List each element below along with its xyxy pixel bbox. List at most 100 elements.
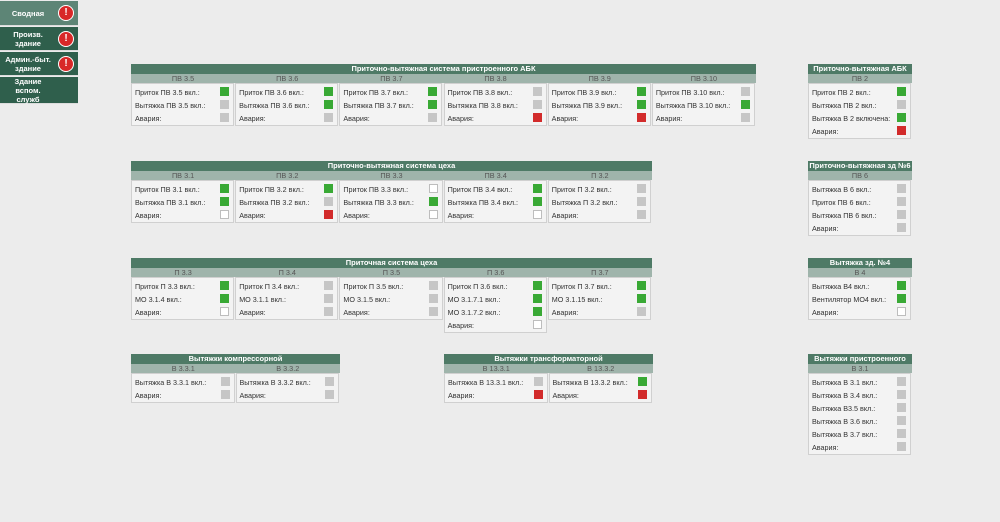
status-label: Авария: [135, 211, 162, 220]
unit-name: В 13.3.2 [587, 364, 615, 373]
status-label: Приток П 3.2 вкл.: [551, 185, 612, 194]
status-indicator-white [532, 210, 542, 219]
status-row: Приток ПВ 3.4 вкл.: [445, 183, 546, 196]
status-row: Авария: [340, 112, 441, 125]
unit-panel: Вытяжка В4 вкл.: Вентилятор МО4 вкл.: Авар… [808, 277, 911, 320]
status-label: МО 3.1.7.2 вкл.: [447, 308, 501, 317]
unit-panel: Приток П 3.5 вкл.: МО 3.1.5 вкл.: Авария: [339, 277, 443, 320]
status-row: Приток ПВ 3.10 вкл.: [653, 86, 754, 99]
status-indicator-green [897, 113, 906, 122]
status-label: Вытяжка ПВ 3.1 вкл.: [135, 198, 206, 207]
status-indicator-green [428, 100, 438, 109]
status-indicator-gray [532, 87, 542, 96]
status-indicator-gray [636, 210, 646, 219]
unit-name: ПВ 3.5 [171, 74, 195, 83]
status-label: Вытяжка В 13.3.2 вкл.: [552, 378, 628, 387]
status-label: Вытяжка ПВ 3.8 вкл.: [447, 101, 518, 110]
status-indicator-gray [324, 307, 334, 316]
status-row: Авария: [809, 441, 910, 454]
status-indicator-red [638, 390, 647, 399]
group-title: Вытяжки компрессорной [131, 354, 340, 364]
status-row: Авария: [236, 112, 337, 125]
unit-name: ПВ 3.1 [171, 171, 195, 180]
status-indicator-green [638, 377, 647, 386]
status-indicator-white [428, 210, 438, 219]
unit-name: ПВ 3.10 [690, 74, 718, 83]
column-header-bar: В 3.1 [808, 364, 912, 373]
status-label: Приток ПВ 2 вкл.: [812, 88, 871, 97]
status-label: Авария: [343, 211, 370, 220]
status-row: Авария: [340, 306, 441, 319]
status-indicator-gray [325, 377, 334, 386]
unit-panel: Приток ПВ 3.6 вкл.: Вытяжка ПВ 3.6 вкл.: А… [235, 83, 339, 126]
status-label: Авария: [551, 308, 579, 317]
unit-name: ПВ 3.9 [588, 74, 611, 83]
status-label: Вытяжка В 3.3.2 вкл.: [239, 378, 311, 387]
status-label: Авария: [447, 211, 475, 220]
unit-name: ПВ 3.8 [484, 74, 507, 83]
status-label: Вытяжка ПВ 2 вкл.: [812, 101, 877, 110]
status-label: Приток П 3.5 вкл.: [343, 282, 404, 291]
status-indicator-gray [636, 197, 646, 206]
status-indicator-green [532, 307, 542, 316]
nav-button-label: Здание вспом. служб [14, 76, 42, 104]
status-row: Вытяжка В 3.1 вкл.: [809, 376, 910, 389]
status-indicator-gray [636, 307, 646, 316]
unit-panel: Приток ПВ 3.4 вкл.: Вытяжка ПВ 3.4 вкл.: А… [443, 180, 547, 223]
nav-button-3[interactable]: Здание вспом. служб [0, 77, 78, 104]
status-indicator-green [636, 87, 646, 96]
status-label: Вытяжка В 3.4 вкл.: [812, 391, 878, 400]
column-header-bar: П 3.3 П 3.4 П 3.5 П 3.6 П 3.7 [131, 268, 652, 277]
status-row: МО 3.1.5 вкл.: [340, 293, 441, 306]
status-row: Вытяжка П 3.2 вкл.: [549, 196, 650, 209]
unit-panel: Приток П 3.6 вкл.: МО 3.1.7.1 вкл.: МО 3.1… [443, 277, 547, 333]
status-label: Авария: [239, 391, 266, 400]
status-label: Вытяжка В 3.7 вкл.: [812, 430, 878, 439]
status-label: Авария: [239, 308, 266, 317]
column-header-bar: В 4 [808, 268, 912, 277]
status-row: Вентилятор МО4 вкл.: [809, 293, 910, 306]
status-row: Вытяжка В 3.7 вкл.: [809, 428, 910, 441]
status-row: Вытяжка В 2 включена: [809, 112, 910, 125]
group-title: Вытяжки трансформаторной [444, 354, 653, 364]
status-row: Вытяжка В 13.3.2 вкл.: [550, 376, 652, 389]
nav-button-1[interactable]: Произв. здание! [0, 27, 78, 51]
unit-name: В 4 [854, 268, 866, 277]
status-row: Авария: [236, 306, 337, 319]
status-label: Приток ПВ 3.10 вкл.: [655, 88, 725, 97]
status-indicator-green [220, 184, 230, 193]
unit-panel: Приток П 3.3 вкл.: МО 3.1.4 вкл.: Авария: [131, 277, 235, 320]
status-label: Авария: [552, 391, 579, 400]
status-indicator-green [324, 184, 334, 193]
status-label: Авария: [239, 211, 266, 220]
status-row: Вытяжка В4 вкл.: [809, 280, 910, 293]
status-row: Вытяжка ПВ 3.5 вкл.: [132, 99, 233, 112]
status-indicator-gray [324, 294, 334, 303]
status-label: Вытяжка ПВ 3.10 вкл.: [655, 101, 731, 110]
status-row: Вытяжка ПВ 3.9 вкл.: [549, 99, 650, 112]
status-label: МО 3.1.15 вкл.: [551, 295, 603, 304]
unit-panel: Приток П 3.4 вкл.: МО 3.1.1 вкл.: Авария: [235, 277, 339, 320]
status-row: Авария: [340, 209, 441, 222]
unit-panel: Приток ПВ 3.7 вкл.: Вытяжка ПВ 3.7 вкл.: А… [339, 83, 443, 126]
unit-panel: Вытяжка В 3.1 вкл.: Вытяжка В 3.4 вкл.: Вы… [808, 373, 911, 455]
status-row: Вытяжка В 6 вкл.: [809, 183, 910, 196]
nav-button-0[interactable]: Сводная! [0, 1, 78, 26]
nav-button-2[interactable]: Админ.-быт. здание! [0, 52, 78, 76]
status-label: Приток П 3.6 вкл.: [447, 282, 508, 291]
unit-panel: Приток ПВ 3.10 вкл.: Вытяжка ПВ 3.10 вкл.… [651, 83, 755, 126]
status-indicator-green [532, 197, 542, 206]
status-indicator-red [636, 113, 646, 122]
status-indicator-gray [428, 307, 438, 316]
system-group: Приточно-вытяжная система пристроенного … [131, 64, 756, 126]
unit-name: П 3.3 [174, 268, 192, 277]
unit-panel: Приток ПВ 3.8 вкл.: Вытяжка ПВ 3.8 вкл.: А… [443, 83, 547, 126]
status-label: Вытяжка ПВ 6 вкл.: [812, 211, 877, 220]
system-group: Приточно-вытяжная зд №6 ПВ 6 Вытяжка В 6 в… [808, 161, 912, 236]
status-row: Авария: [549, 306, 650, 319]
unit-name: П 3.5 [382, 268, 401, 277]
status-label: Вытяжка В 3.1 вкл.: [812, 378, 878, 387]
status-indicator-gray [428, 281, 438, 290]
status-label: Авария: [135, 308, 162, 317]
status-indicator-gray [897, 210, 906, 219]
